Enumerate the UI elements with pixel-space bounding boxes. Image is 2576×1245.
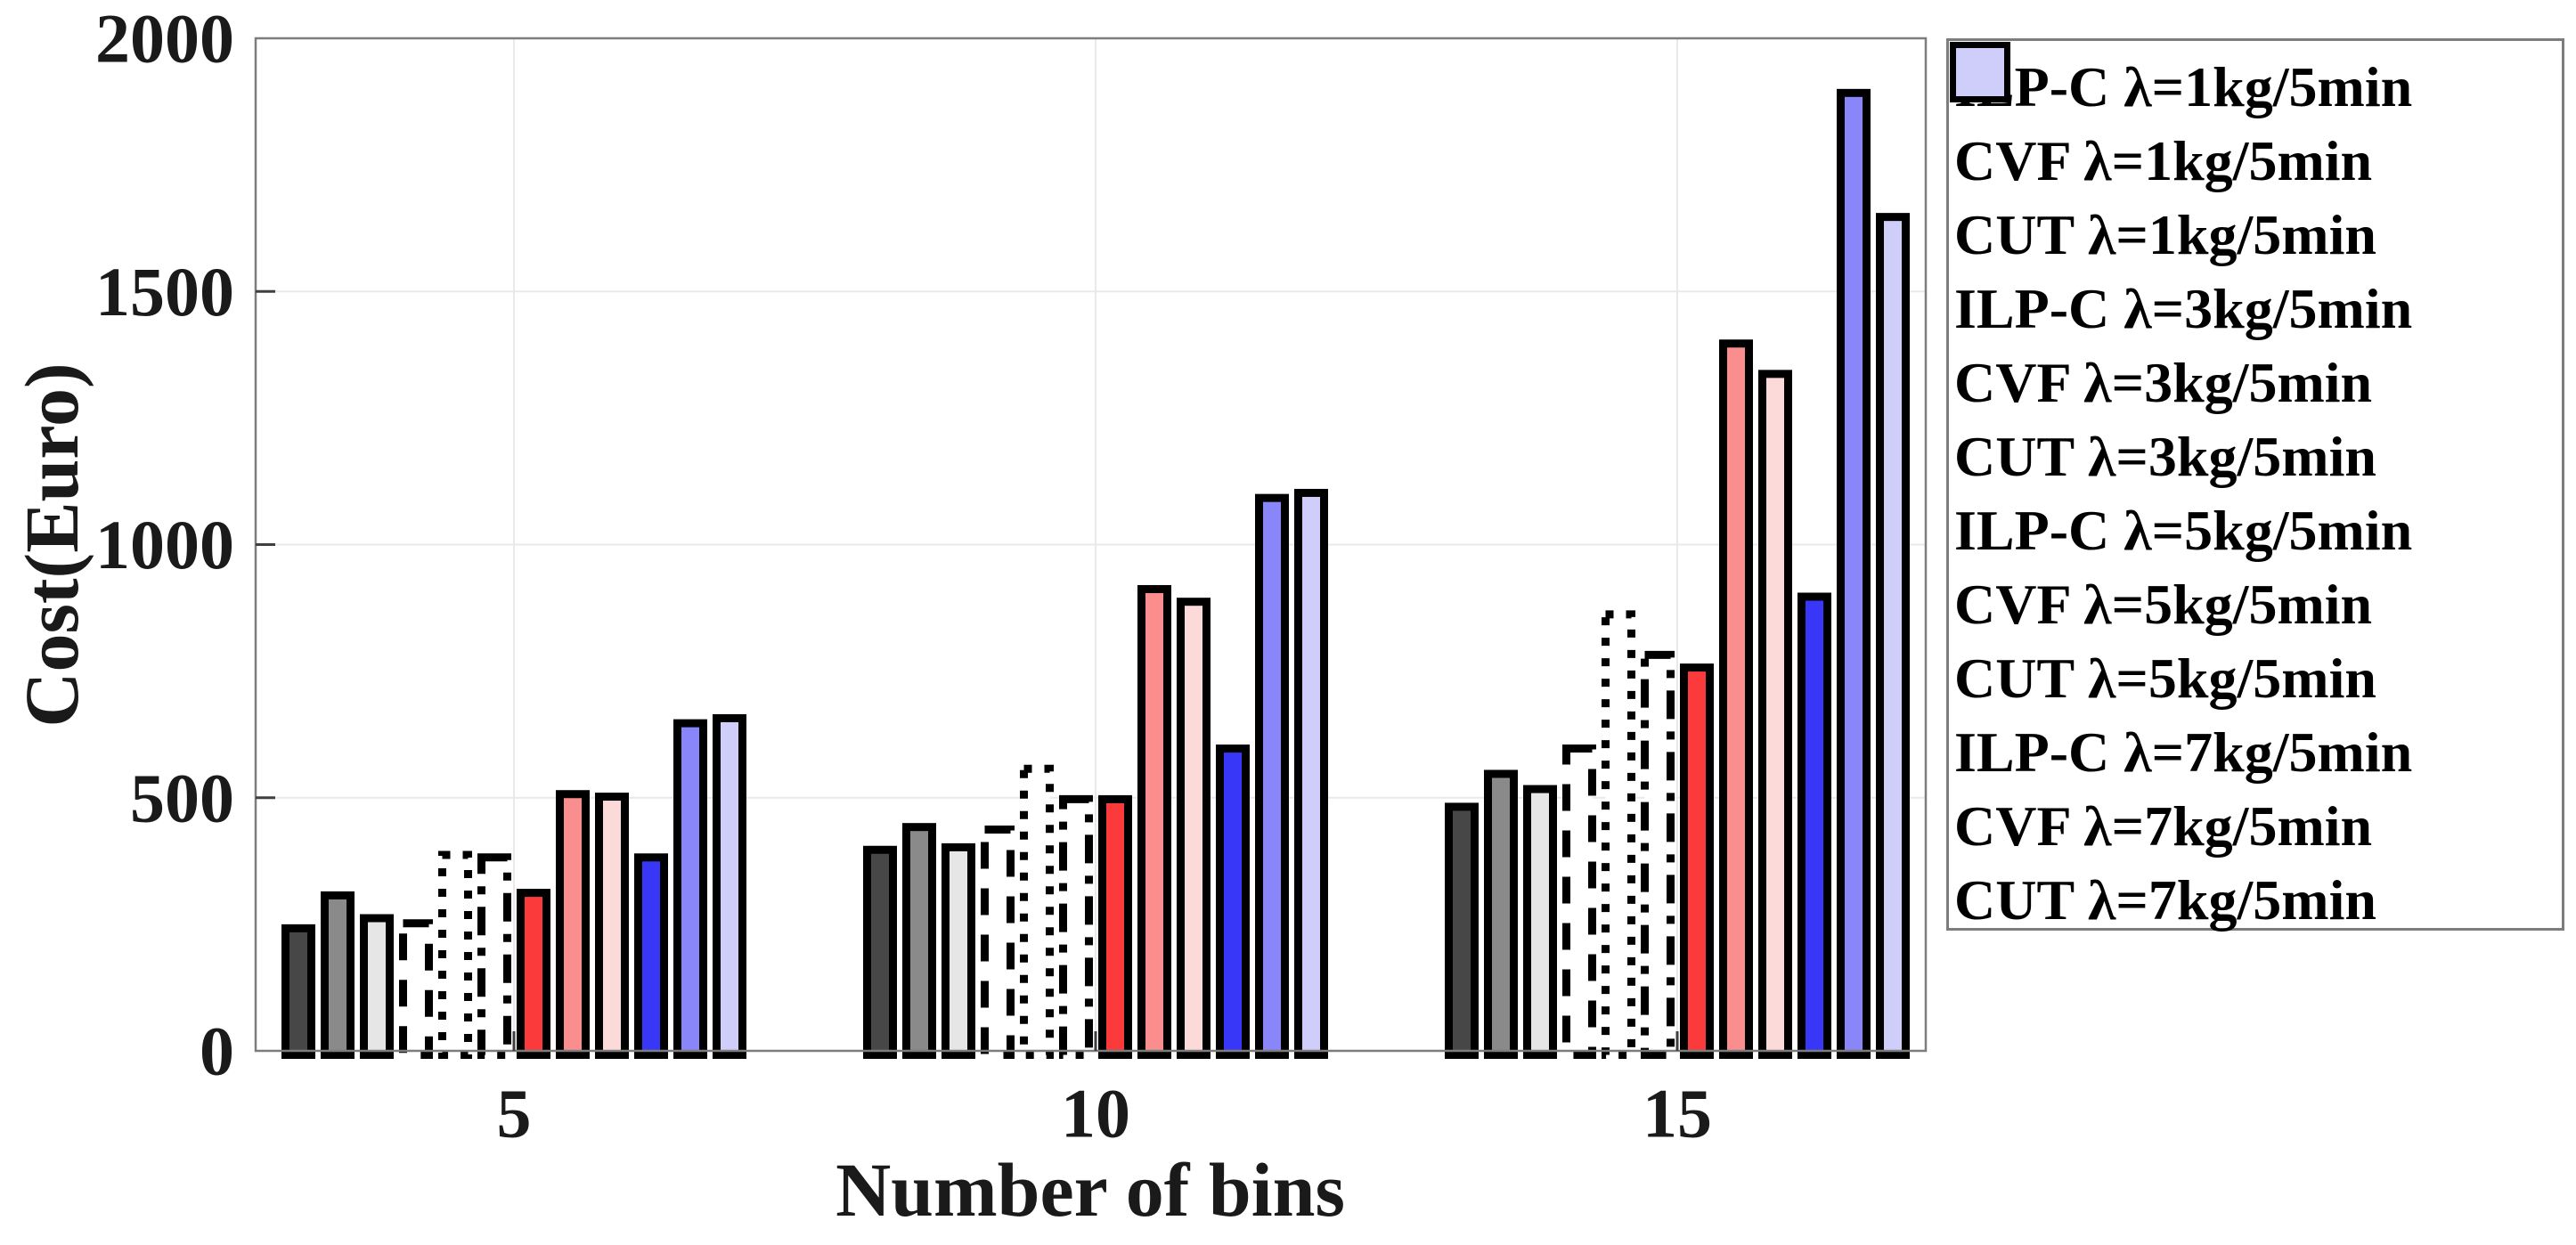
bar bbox=[1797, 592, 1831, 1059]
legend-label: ILP-C λ=7kg/5min bbox=[1954, 720, 2413, 784]
legend-label: CUT λ=3kg/5min bbox=[1954, 424, 2376, 488]
y-tick-label: 500 bbox=[130, 759, 234, 836]
y-tick-label: 1500 bbox=[95, 253, 234, 330]
bar bbox=[1294, 488, 1328, 1059]
bar bbox=[1177, 598, 1211, 1059]
legend-label: ILP-C λ=3kg/5min bbox=[1954, 276, 2413, 340]
bar bbox=[1602, 610, 1635, 1060]
bar bbox=[1758, 370, 1792, 1059]
y-axis-title: Cost(Euro) bbox=[9, 362, 94, 728]
legend-item: ILP-C λ=1kg/5min bbox=[1950, 42, 2562, 124]
legend-item: ILP-C λ=5kg/5min bbox=[1950, 42, 2562, 567]
bar bbox=[1876, 213, 1910, 1059]
legend-label: CUT λ=7kg/5min bbox=[1954, 867, 2376, 932]
bar bbox=[863, 845, 897, 1059]
bar bbox=[673, 719, 707, 1059]
bar bbox=[595, 793, 629, 1059]
bar bbox=[713, 713, 746, 1059]
x-axis-title: Number of bins bbox=[836, 1147, 1345, 1233]
legend-label: ILP-C λ=1kg/5min bbox=[1954, 54, 2413, 118]
legend-label: CVF λ=3kg/5min bbox=[1954, 350, 2373, 414]
legend-item: CVF λ=7kg/5min bbox=[1950, 42, 2562, 863]
bar bbox=[1641, 650, 1675, 1059]
bar bbox=[1216, 745, 1250, 1059]
legend-label: CUT λ=1kg/5min bbox=[1954, 202, 2376, 266]
y-tick-label: 0 bbox=[200, 1013, 234, 1090]
x-tick-label: 5 bbox=[497, 1075, 532, 1152]
legend-item: CVF λ=5kg/5min bbox=[1950, 42, 2562, 641]
legend-item: CUT λ=7kg/5min bbox=[1950, 42, 2562, 937]
bar bbox=[1562, 745, 1596, 1059]
bar bbox=[1523, 785, 1557, 1059]
legend-item: ILP-C λ=7kg/5min bbox=[1950, 42, 2562, 789]
legend-item: ILP-C λ=3kg/5min bbox=[1950, 42, 2562, 346]
bar bbox=[1020, 764, 1054, 1059]
legend-item: CVF λ=1kg/5min bbox=[1950, 42, 2562, 198]
y-tick-label: 2000 bbox=[95, 0, 234, 77]
bar bbox=[438, 850, 472, 1059]
bar bbox=[1484, 769, 1518, 1059]
bar bbox=[1719, 339, 1753, 1059]
legend-label: CVF λ=5kg/5min bbox=[1954, 572, 2373, 636]
bar bbox=[477, 853, 511, 1059]
legend-label: CUT λ=5kg/5min bbox=[1954, 646, 2376, 710]
legend-label: ILP-C λ=5kg/5min bbox=[1954, 498, 2413, 562]
legend-label: CVF λ=1kg/5min bbox=[1954, 128, 2373, 192]
bar bbox=[281, 924, 315, 1059]
bar bbox=[556, 790, 590, 1059]
bar bbox=[399, 919, 433, 1059]
legend-item: CUT λ=5kg/5min bbox=[1950, 42, 2562, 715]
bar bbox=[1255, 493, 1289, 1059]
legend-item: CUT λ=3kg/5min bbox=[1950, 42, 2562, 493]
bar bbox=[321, 891, 355, 1059]
legend-swatch-icon bbox=[1950, 42, 2010, 102]
bar bbox=[902, 823, 936, 1059]
bar bbox=[1059, 794, 1093, 1059]
bar bbox=[634, 853, 668, 1059]
bar bbox=[360, 914, 394, 1059]
bar bbox=[1837, 88, 1871, 1060]
x-tick-label: 15 bbox=[1643, 1075, 1712, 1152]
bar bbox=[1445, 802, 1479, 1059]
bar bbox=[517, 889, 550, 1060]
bar bbox=[1680, 663, 1714, 1059]
bar bbox=[1098, 794, 1132, 1059]
legend-label: CVF λ=7kg/5min bbox=[1954, 793, 2373, 858]
bar bbox=[942, 842, 975, 1059]
bar bbox=[981, 826, 1015, 1060]
legend: ILP-C λ=1kg/5min CVF λ=1kg/5min CUT λ=1kg/… bbox=[1946, 38, 2564, 931]
x-tick-label: 10 bbox=[1061, 1075, 1130, 1152]
legend-item: CVF λ=3kg/5min bbox=[1950, 42, 2562, 419]
y-tick-label: 1000 bbox=[95, 506, 234, 583]
bar bbox=[1137, 584, 1171, 1059]
legend-item: CUT λ=1kg/5min bbox=[1950, 42, 2562, 272]
